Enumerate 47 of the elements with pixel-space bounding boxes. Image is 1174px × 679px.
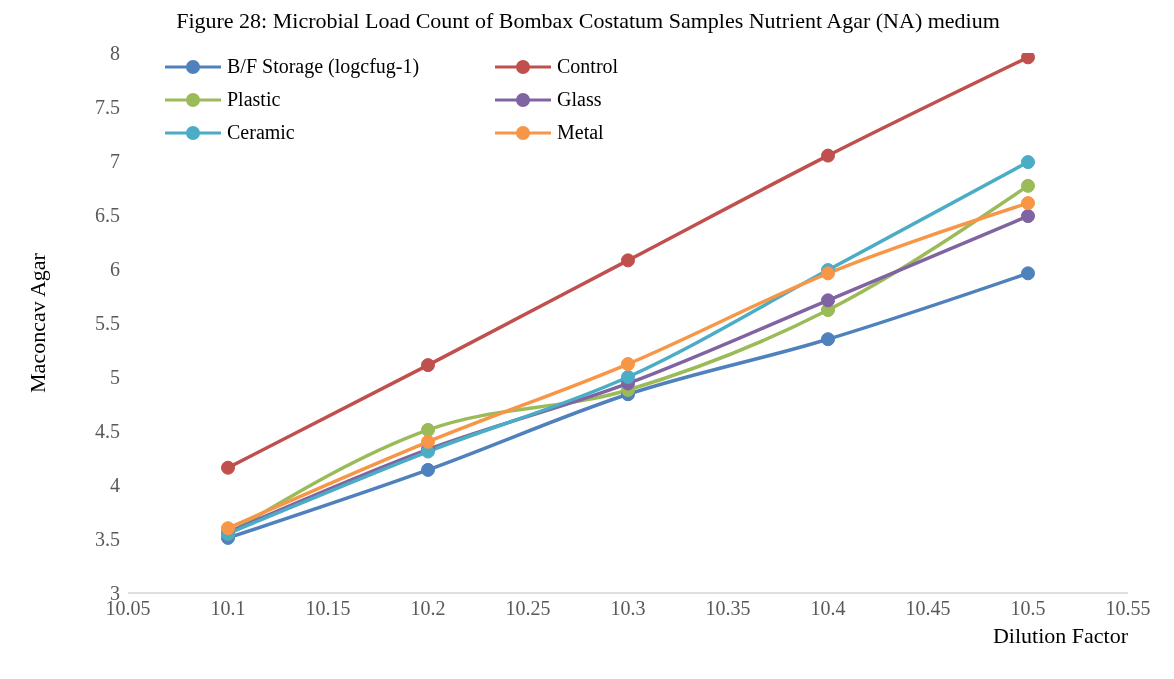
x-tick-label: 10.3 (610, 597, 646, 620)
x-tick-label: 10.5 (1010, 597, 1046, 620)
y-tick-label: 5 (110, 366, 120, 389)
point (1021, 209, 1035, 224)
legend-label: Control (557, 55, 619, 78)
point (821, 148, 835, 163)
chart-title: Figure 28: Microbial Load Count of Bombax Costatum Samples Nutrient Agar (NA) medium (175, 8, 1001, 35)
point (221, 460, 235, 475)
x-tick-label: 10.25 (505, 597, 551, 620)
point (421, 422, 435, 437)
point (1021, 155, 1035, 170)
y-tick-label: 8 (110, 42, 120, 65)
legend-label: Metal (557, 121, 604, 144)
legend-label: B/F Storage (logcfug-1) (227, 55, 420, 78)
x-tick-label: 10.15 (305, 597, 351, 620)
point (621, 253, 635, 268)
legend-label: Ceramic (227, 121, 295, 144)
y-axis-title: Maconcav Agar (25, 253, 51, 393)
point (821, 332, 835, 347)
x-axis-title: Dilution Factor (992, 623, 1128, 649)
y-tick-label: 4.5 (95, 420, 120, 443)
point (421, 434, 435, 449)
x-tick-label: 10.55 (1105, 597, 1151, 620)
legend-label: Glass (557, 88, 602, 111)
x-tick-label: 10.4 (810, 597, 846, 620)
y-tick-label: 5.5 (95, 312, 120, 335)
y-tick-label: 6.5 (95, 204, 120, 227)
y-tick-label: 3.5 (95, 528, 120, 551)
y-tick-label: 7.5 (95, 96, 120, 119)
x-tick-label: 10.1 (210, 597, 246, 620)
point (621, 357, 635, 372)
y-tick-label: 7 (110, 150, 120, 173)
x-tick-label: 10.2 (410, 597, 446, 620)
y-tick-label: 4 (110, 474, 120, 497)
point (1021, 178, 1035, 193)
x-tick-label: 10.45 (905, 597, 951, 620)
point (621, 370, 635, 384)
point (1021, 53, 1035, 65)
point (221, 521, 235, 536)
point (821, 293, 835, 308)
point (1021, 266, 1035, 281)
point (1021, 196, 1035, 211)
legend-label: Plastic (227, 88, 281, 111)
point (421, 462, 435, 477)
point (421, 358, 435, 373)
y-tick-label: 6 (110, 258, 120, 281)
x-tick-label: 10.35 (705, 597, 751, 620)
